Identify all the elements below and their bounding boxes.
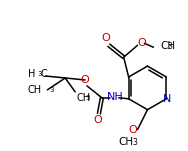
Text: O: O: [94, 115, 102, 125]
Text: O: O: [128, 125, 137, 135]
Text: CH: CH: [160, 41, 175, 51]
Text: CH: CH: [118, 137, 133, 147]
Text: O: O: [102, 33, 110, 43]
Text: 3: 3: [49, 87, 54, 93]
Text: H: H: [28, 69, 35, 79]
Text: 3: 3: [133, 138, 137, 147]
Text: NH: NH: [106, 92, 123, 102]
Text: 3: 3: [85, 95, 89, 101]
Text: CH: CH: [76, 93, 90, 103]
Text: C: C: [40, 69, 47, 79]
Text: 3: 3: [167, 42, 172, 51]
Text: 3: 3: [37, 71, 42, 77]
Text: O: O: [137, 38, 146, 48]
Text: N: N: [163, 94, 172, 104]
Text: CH: CH: [27, 85, 41, 95]
Text: O: O: [81, 75, 89, 85]
